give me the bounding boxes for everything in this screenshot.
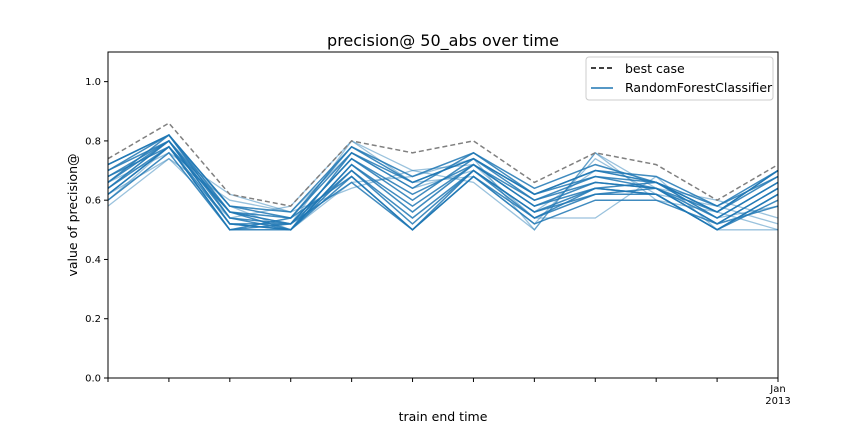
- model-line: [107, 139, 779, 225]
- y-axis-label: value of precision@: [65, 153, 80, 276]
- legend-model-label: RandomForestClassifier: [625, 80, 773, 95]
- y-tick-label: 0.2: [85, 314, 101, 325]
- legend-best-case-label: best case: [625, 61, 685, 76]
- best-case-line: [107, 122, 779, 207]
- x-tick-label: Jan: [769, 384, 785, 395]
- model-line: [107, 133, 779, 231]
- y-tick-label: 0.8: [85, 136, 101, 147]
- legend-box: [585, 56, 774, 101]
- y-tick-label: 0.6: [85, 196, 101, 207]
- legend: best case RandomForestClassifier: [585, 56, 774, 101]
- plot-lines: [107, 122, 779, 231]
- y-ticks: 0.0 0.2 0.4 0.6 0.8 1.0: [85, 77, 108, 385]
- x-axis-label: train end time: [399, 409, 488, 424]
- plot-frame: [107, 51, 779, 379]
- x-tick-label: 2013: [765, 396, 790, 407]
- model-line: [107, 134, 779, 219]
- chart-title: precision@ 50_abs over time: [327, 31, 559, 51]
- model-line: [107, 145, 779, 231]
- light-model-line: [107, 152, 778, 231]
- light-model-line: [107, 140, 779, 231]
- y-tick-label: 0.0: [85, 374, 101, 385]
- y-tick-label: 0.4: [85, 255, 101, 266]
- y-tick-label: 1.0: [85, 77, 101, 88]
